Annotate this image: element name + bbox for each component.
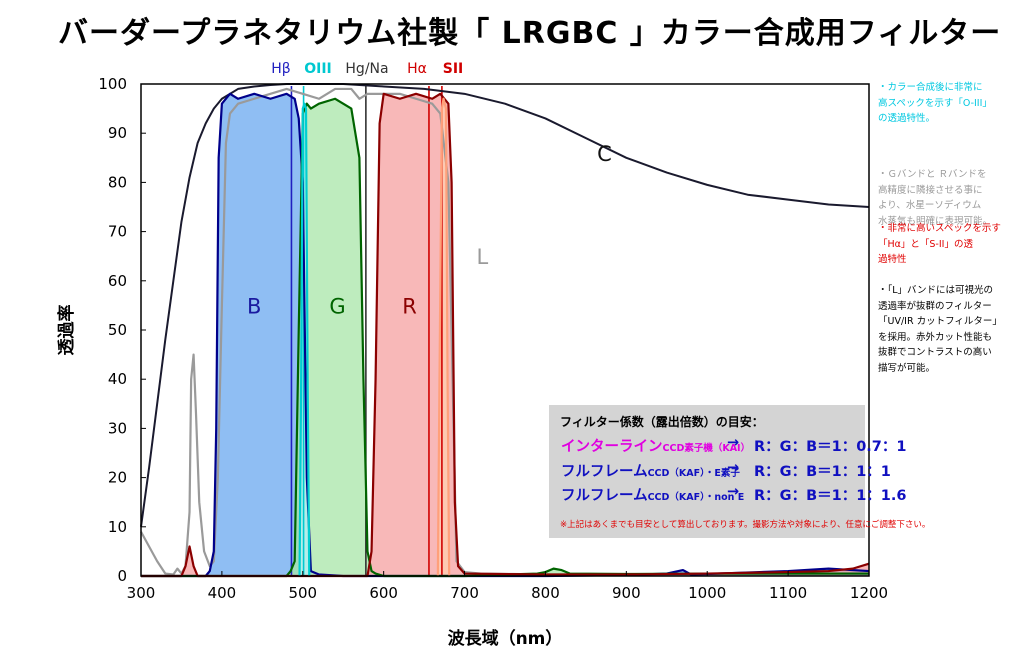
y-tick-label: 90 (108, 124, 127, 142)
factor-row-arrow: → (727, 460, 740, 476)
y-tick-label: 30 (108, 419, 127, 437)
factor-header: フィルター係数（露出倍数）の目安： (560, 415, 764, 429)
series-label: R (402, 294, 417, 318)
emission-line-label: SII (443, 61, 464, 77)
factor-row-arrow: → (727, 484, 740, 500)
factor-row-sub: CCD（KAF）・non E (647, 492, 745, 503)
factor-row-name: フルフレーム (561, 488, 648, 504)
band-fill-g (141, 98, 869, 576)
curve-line-6 (436, 97, 451, 577)
note-line: ・非常に高いスペックを示す (878, 223, 1001, 234)
note-line: ・Ｇバンドと Ｒバンドを (878, 169, 987, 180)
note-line: の透過特性。 (878, 113, 936, 124)
filter-factor-box: フィルター係数（露出倍数）の目安： インターラインCCD素子機（KAI） → R… (549, 405, 930, 538)
factor-row-sub: CCD（KAF）・E素子 (647, 468, 740, 479)
axes: 300 400 500 600 700 800 900 1000 1100 1200 0 10 20 30… (56, 75, 888, 649)
emission-line-label: Hα (407, 61, 427, 77)
factor-row-name: インターライン (561, 439, 663, 455)
x-tick-label: 300 (127, 584, 156, 602)
transmission-curves (140, 83, 870, 578)
curve-l (140, 87, 869, 576)
emission-line-label: Hβ (271, 61, 290, 77)
curve-line-5 (298, 102, 311, 577)
y-tick-label: 80 (108, 173, 127, 191)
y-tick-label: 70 (108, 223, 127, 241)
factor-row-name: フルフレーム (561, 464, 648, 480)
series-label: L (476, 245, 488, 269)
x-tick-label: 1000 (688, 584, 726, 602)
x-tick-label: 600 (369, 584, 398, 602)
note-block: ・非常に高いスペックを示す 「Hα」と「S-II」の透 過特性 (878, 221, 1018, 268)
y-tick-label: 10 (108, 518, 127, 536)
factor-row-interline: インターラインCCD素子機（KAI） → R：G：B＝1：0.7：1 (561, 435, 906, 456)
y-tick-label: 100 (98, 75, 127, 93)
y-tick-label: 50 (108, 321, 127, 339)
factor-row-ratio: R：G：B＝1：0.7：1 (754, 439, 907, 455)
y-tick-label: 20 (108, 469, 127, 487)
note-line: ・カラー合成後に非常に (878, 82, 983, 93)
y-tick-label: 0 (117, 567, 127, 585)
note-line: 高精度に隣接させる事に (878, 184, 983, 196)
factor-row-fullframe-e: フルフレームCCD（KAF）・E素子 → R：G：B＝1：1：1 (561, 460, 891, 481)
note-line: 描写が可能。 (878, 362, 936, 374)
emission-line-label: Hg/Na (345, 61, 388, 77)
note-line: ・「L」バンドには可視光の (878, 285, 994, 296)
note-block: ・Ｇバンドと Ｒバンドを 高精度に隣接させる事に より、水星ーソディウム 水蒸気も明確… (878, 167, 1018, 229)
note-line: より、水星ーソディウム (878, 200, 982, 211)
note-line: を採用。赤外カット性能も (878, 331, 993, 343)
y-axis-label: 透過率 (56, 305, 77, 356)
note-line: 透過率が抜群のフィルター (878, 300, 992, 312)
y-tick-label: 40 (108, 370, 127, 388)
x-tick-label: 500 (288, 584, 317, 602)
x-tick-label: 400 (208, 584, 237, 602)
x-tick-label: 1200 (850, 584, 888, 602)
note-line: 高スペックを示す「O-III」 (878, 97, 992, 109)
x-tick-label: 900 (612, 584, 641, 602)
series-label: C (597, 142, 612, 166)
note-line: 抜群でコントラストの高い (878, 347, 992, 358)
factor-footnote: ※上記はあくまでも目安として算出しております。撮影方法や対象により、任意にご調整… (560, 520, 931, 530)
x-tick-label: 700 (450, 584, 479, 602)
note-line: 過特性 (878, 254, 907, 265)
factor-row-ratio: R：G：B＝1：1：1.6 (754, 488, 907, 504)
factor-row-fullframe-non-e: フルフレームCCD（KAF）・non E → R：G：B＝1：1：1.6 (561, 484, 906, 505)
curve-g (141, 97, 869, 578)
note-line: 「Hα」と「S-II」の透 (878, 238, 973, 250)
note-block: ・「L」バンドには可視光の 透過率が抜群のフィルター 「UV/IR カットフィルター… (878, 283, 1018, 376)
emission-line-label: OIII (304, 61, 332, 77)
note-line: 「UV/IR カットフィルター」 (878, 316, 1002, 327)
factor-row-sub: CCD素子機（KAI） (662, 443, 751, 454)
chart-labels: Hβ OIII Hg/Na Hα SII B G R L C (247, 61, 612, 318)
note-block: ・カラー合成後に非常に 高スペックを示す「O-III」 の透過特性。 (878, 80, 1018, 127)
note-line: 水蒸気も明確に表現可能。 (878, 215, 993, 227)
x-tick-label: 1100 (769, 584, 807, 602)
page-title: バーダープラネタリウム社製「 LRGBC 」カラー合成用フィルター (58, 16, 1002, 51)
series-label: G (329, 294, 345, 318)
x-axis-label: 波長域（nm） (448, 628, 563, 649)
x-tick-label: 800 (531, 584, 560, 602)
curve-r (141, 92, 870, 578)
factor-row-ratio: R：G：B＝1：1：1 (754, 464, 891, 480)
y-tick-label: 60 (108, 272, 127, 290)
band-fill-b (141, 93, 869, 576)
series-label: B (247, 294, 261, 318)
factor-row-arrow: → (727, 435, 740, 451)
